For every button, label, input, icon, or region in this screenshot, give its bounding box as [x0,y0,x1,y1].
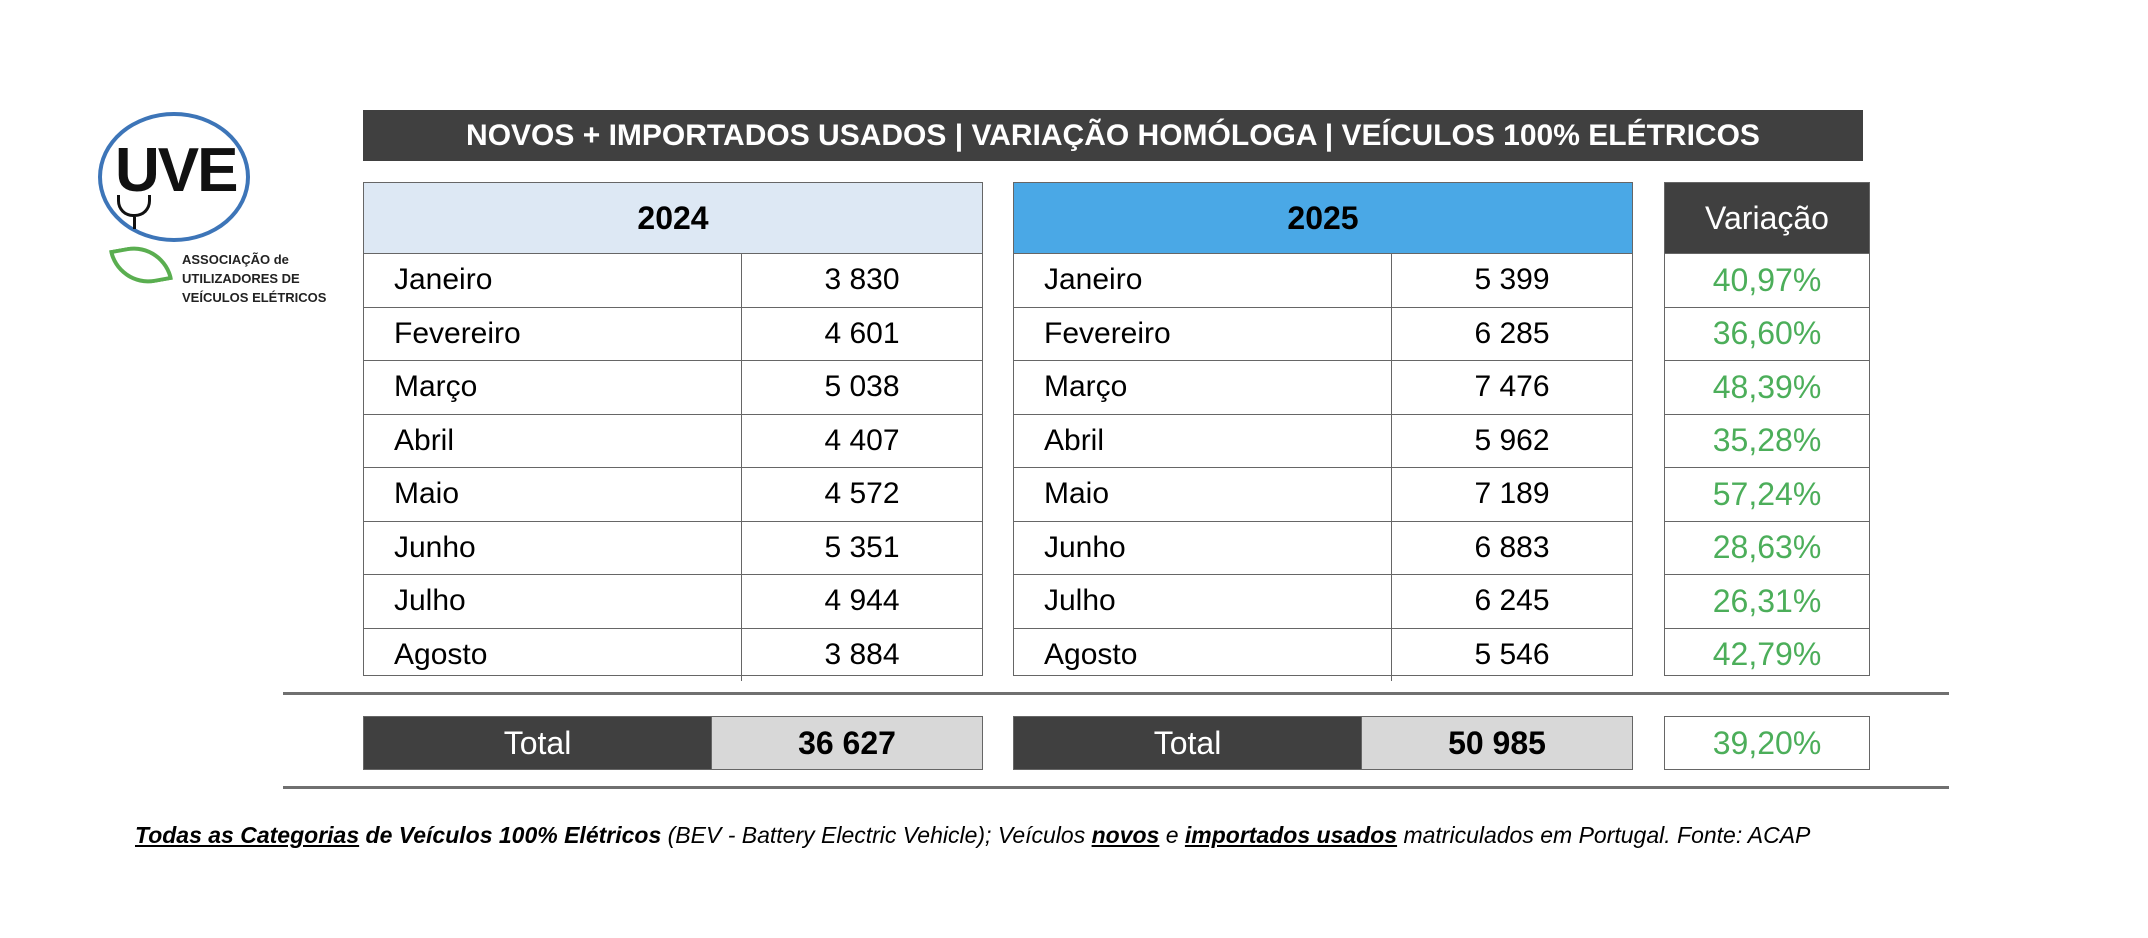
table-row: Abril 4 407 [364,413,982,467]
variation-cell: 57,24% [1665,467,1869,521]
variation-cell: 26,31% [1665,574,1869,628]
month-cell: Janeiro [1014,254,1392,307]
table-row: Junho 5 351 [364,520,982,574]
value-cell: 4 407 [824,423,900,457]
logo-line-1: ASSOCIAÇÃO de [182,252,289,267]
table-2025-header: 2025 [1014,183,1632,253]
table-row: Agosto 3 884 [364,627,982,681]
logo-circle [98,112,250,242]
variation-header: Variação [1665,183,1869,253]
table-row: Maio 4 572 [364,467,982,521]
value-cell: 6 883 [1474,530,1550,564]
month-cell: Março [1014,361,1392,414]
month-cell: Abril [364,414,742,467]
table-row: Julho 4 944 [364,574,982,628]
variation-body: 40,97% 36,60% 48,39% 35,28% 57,24% 28,63% 26,3… [1665,253,1869,681]
footnote-categories: Todas as Categorias [135,822,360,848]
variation-cell: 28,63% [1665,520,1869,575]
footnote-vehicles: de Veículos 100% Elétricos [359,822,662,848]
plug-cord-icon [133,217,136,229]
table-row: Fevereiro 6 285 [1014,306,1632,360]
table-row: Julho 6 245 [1014,574,1632,628]
month-cell: Junho [1014,521,1392,574]
value-cell: 7 189 [1474,477,1550,511]
value-cell: 4 601 [824,316,900,350]
variation-cell: 36,60% [1665,306,1869,361]
value-cell: 3 830 [824,263,900,297]
month-cell: Maio [364,468,742,521]
leaf-icon [108,240,174,290]
table-row: Janeiro 5 399 [1014,253,1632,307]
table-row: Abril 5 962 [1014,413,1632,467]
variation-cell: 35,28% [1665,413,1869,468]
table-2025-body: Janeiro 5 399 Fevereiro 6 285 Março 7 476 Abri… [1014,253,1632,681]
table-2024-body: Janeiro 3 830 Fevereiro 4 601 Março 5 038 Abri… [364,253,982,681]
value-cell: 7 476 [1474,370,1550,404]
variation-table: Variação 40,97% 36,60% 48,39% 35,28% 57,24% 2… [1664,182,1870,676]
value-cell: 5 546 [1474,637,1550,671]
logo-association-name: ASSOCIAÇÃO de UTILIZADORES DE VEÍCULOS E… [182,250,326,307]
total-2024-value: 36 627 [711,716,983,770]
variation-cell: 40,97% [1665,253,1869,307]
footnote-e: e [1159,822,1185,848]
footnote-novos: novos [1091,822,1160,848]
value-cell: 5 962 [1474,423,1550,457]
total-2024-label: Total [363,716,712,770]
footnote-source: matriculados em Portugal. Fonte: ACAP [1397,822,1811,848]
month-cell: Fevereiro [364,307,742,360]
value-cell: 3 884 [824,637,900,671]
month-cell: Julho [1014,575,1392,628]
variation-cell: 42,79% [1665,627,1869,682]
table-2025: 2025 Janeiro 5 399 Fevereiro 6 285 Março 7 47… [1013,182,1633,681]
divider-bottom [283,786,1949,789]
value-cell: 5 399 [1474,263,1550,297]
table-row: Fevereiro 4 601 [364,306,982,360]
variation-cell: 48,39% [1665,360,1869,414]
value-cell: 6 285 [1474,316,1550,350]
month-cell: Agosto [1014,628,1392,681]
month-cell: Janeiro [364,254,742,307]
table-row: Junho 6 883 [1014,520,1632,574]
table-row: Maio 7 189 [1014,467,1632,521]
footnote-importados: importados usados [1184,822,1398,848]
month-cell: Julho [364,575,742,628]
total-2025-value: 50 985 [1361,716,1633,770]
table-row: Janeiro 3 830 [364,253,982,307]
table-row: Agosto 5 546 [1014,627,1632,681]
month-cell: Junho [364,521,742,574]
table-2024: 2024 Janeiro 3 830 Fevereiro 4 601 Março 5 03… [363,182,983,681]
month-cell: Agosto [364,628,742,681]
month-cell: Março [364,361,742,414]
page-title: NOVOS + IMPORTADOS USADOS | VARIAÇÃO HOM… [363,110,1863,161]
table-row: Março 7 476 [1014,360,1632,414]
logo-line-2: UTILIZADORES DE [182,271,300,286]
value-cell: 4 572 [824,477,900,511]
footnote: Todas as Categorias de Veículos 100% Elé… [135,822,1810,849]
total-2025-label: Total [1013,716,1362,770]
divider-top [283,692,1949,695]
plug-icon [117,195,151,217]
month-cell: Maio [1014,468,1392,521]
month-cell: Abril [1014,414,1392,467]
logo-line-3: VEÍCULOS ELÉTRICOS [182,290,327,305]
month-cell: Fevereiro [1014,307,1392,360]
total-variation-value: 39,20% [1664,716,1870,770]
value-cell: 5 038 [824,370,900,404]
table-2024-header: 2024 [364,183,982,253]
value-cell: 4 944 [824,584,900,618]
logo-mark: UVE [115,136,238,205]
table-row: Março 5 038 [364,360,982,414]
value-cell: 5 351 [824,530,900,564]
value-cell: 6 245 [1474,584,1550,618]
footnote-bev: (BEV - Battery Electric Vehicle); Veícul… [661,822,1092,848]
